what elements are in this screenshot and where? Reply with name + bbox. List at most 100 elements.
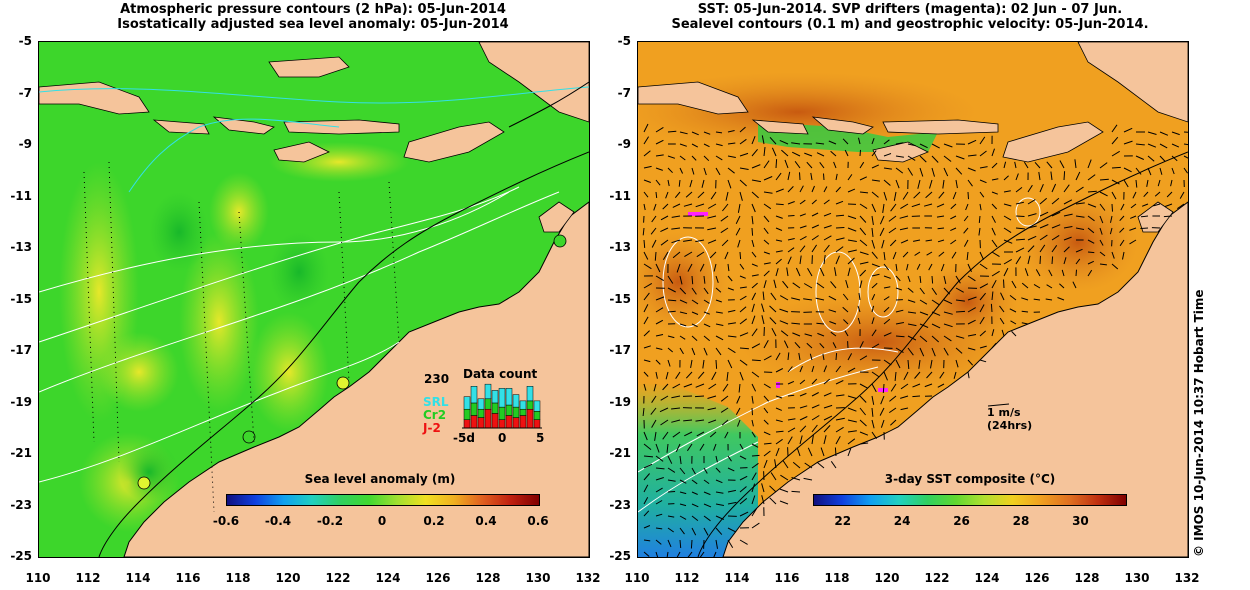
velocity-vector	[763, 176, 773, 181]
velocity-vector	[1157, 179, 1161, 187]
velocity-vector	[871, 203, 877, 213]
velocity-vector	[667, 167, 673, 174]
velocity-vector	[643, 431, 648, 441]
velocity-vector	[697, 371, 705, 379]
velocity-vector	[883, 179, 891, 186]
velocity-vector	[835, 255, 840, 265]
velocity-vector	[1051, 256, 1054, 265]
velocity-vector	[662, 383, 669, 391]
velocity-vector	[643, 263, 652, 270]
velocity-vector	[967, 167, 976, 172]
velocity-vector	[1164, 203, 1173, 208]
velocity-vector	[1014, 161, 1017, 169]
velocity-scale-duration: (24hrs)	[987, 419, 1033, 432]
velocity-vector	[775, 250, 783, 253]
velocity-vector	[1146, 179, 1149, 187]
velocity-vector	[691, 503, 699, 508]
data-count-bar	[505, 388, 513, 406]
velocity-vector	[763, 407, 769, 414]
velocity-vector	[727, 287, 734, 291]
velocity-vector	[650, 407, 657, 415]
svp-drifters	[688, 212, 888, 392]
velocity-vector	[722, 203, 729, 212]
velocity-vector	[952, 191, 957, 200]
velocity-vector	[1147, 155, 1155, 162]
velocity-vector	[1159, 167, 1163, 175]
velocity-vector	[703, 311, 710, 315]
colorbar-tick-label: 0.4	[475, 514, 497, 528]
velocity-vector	[763, 450, 771, 457]
velocity-vector	[803, 298, 813, 301]
velocity-vector	[784, 159, 789, 169]
velocity-vector	[955, 287, 964, 293]
velocity-vector	[955, 179, 958, 189]
velocity-vector	[655, 443, 660, 453]
velocity-vector	[823, 244, 830, 253]
velocity-vector	[699, 551, 705, 557]
velocity-vector	[1063, 213, 1073, 217]
coastal-island	[1137, 201, 1174, 233]
velocity-vector	[835, 227, 845, 229]
velocity-vector	[830, 150, 837, 157]
velocity-vector	[715, 131, 723, 134]
lon-tick-label: 118	[225, 571, 251, 585]
velocity-vector	[667, 455, 673, 464]
velocity-vector	[761, 135, 765, 145]
velocity-vector	[1075, 215, 1085, 218]
data-count-bar	[463, 419, 471, 429]
velocity-vector	[1111, 150, 1120, 157]
velocity-vector	[857, 305, 861, 313]
velocity-vector	[911, 203, 921, 208]
velocity-vector	[835, 353, 838, 361]
velocity-vector	[738, 383, 741, 393]
velocity-vector	[1119, 239, 1125, 247]
velocity-vector	[751, 431, 756, 438]
velocity-vector	[643, 463, 653, 469]
velocity-vector	[715, 479, 723, 484]
velocity-vector	[791, 142, 801, 145]
velocity-vector	[871, 407, 874, 417]
velocity-vector	[1183, 143, 1188, 146]
velocity-vector	[895, 359, 901, 369]
velocity-vector	[847, 419, 857, 423]
velocity-vector	[931, 347, 936, 357]
velocity-vector	[691, 131, 699, 136]
velocity-vector	[667, 359, 671, 367]
velocity-vector	[1111, 263, 1119, 270]
velocity-vector	[871, 179, 880, 182]
velocity-vector	[916, 263, 921, 270]
velocity-vector	[665, 371, 669, 380]
velocity-vector	[672, 251, 681, 259]
velocity-vector	[737, 203, 741, 213]
velocity-vector	[751, 371, 760, 378]
velocity-vector	[739, 295, 747, 301]
sla-high-blob	[249, 312, 329, 432]
velocity-vector	[823, 404, 833, 409]
velocity-vector	[991, 239, 998, 248]
velocity-vector	[919, 275, 922, 283]
sla-low-blob	[119, 442, 179, 502]
colorbar-tick-label: 28	[1012, 514, 1030, 528]
velocity-vector	[1159, 155, 1166, 162]
velocity-vector	[1163, 215, 1173, 218]
small-island	[268, 56, 350, 78]
velocity-vector	[691, 275, 694, 285]
velocity-vector	[643, 304, 649, 313]
velocity-vector	[820, 447, 825, 457]
bali-lombok-islands	[751, 119, 809, 135]
velocity-vector	[1015, 247, 1025, 253]
velocity-vector	[883, 251, 886, 261]
velocity-vector	[707, 239, 717, 244]
velocity-vector	[727, 347, 736, 354]
velocity-vector	[907, 359, 910, 370]
velocity-vector	[835, 200, 844, 205]
velocity-vector	[676, 263, 681, 273]
velocity-vector	[940, 263, 945, 272]
velocity-vector	[739, 306, 747, 313]
sla-low-blob	[269, 232, 329, 312]
velocity-vector	[1087, 215, 1095, 222]
velocity-vector	[967, 319, 976, 325]
data-count-legend-srl: SRL	[423, 395, 449, 409]
velocity-vector	[931, 299, 940, 306]
velocity-vector	[763, 355, 772, 361]
